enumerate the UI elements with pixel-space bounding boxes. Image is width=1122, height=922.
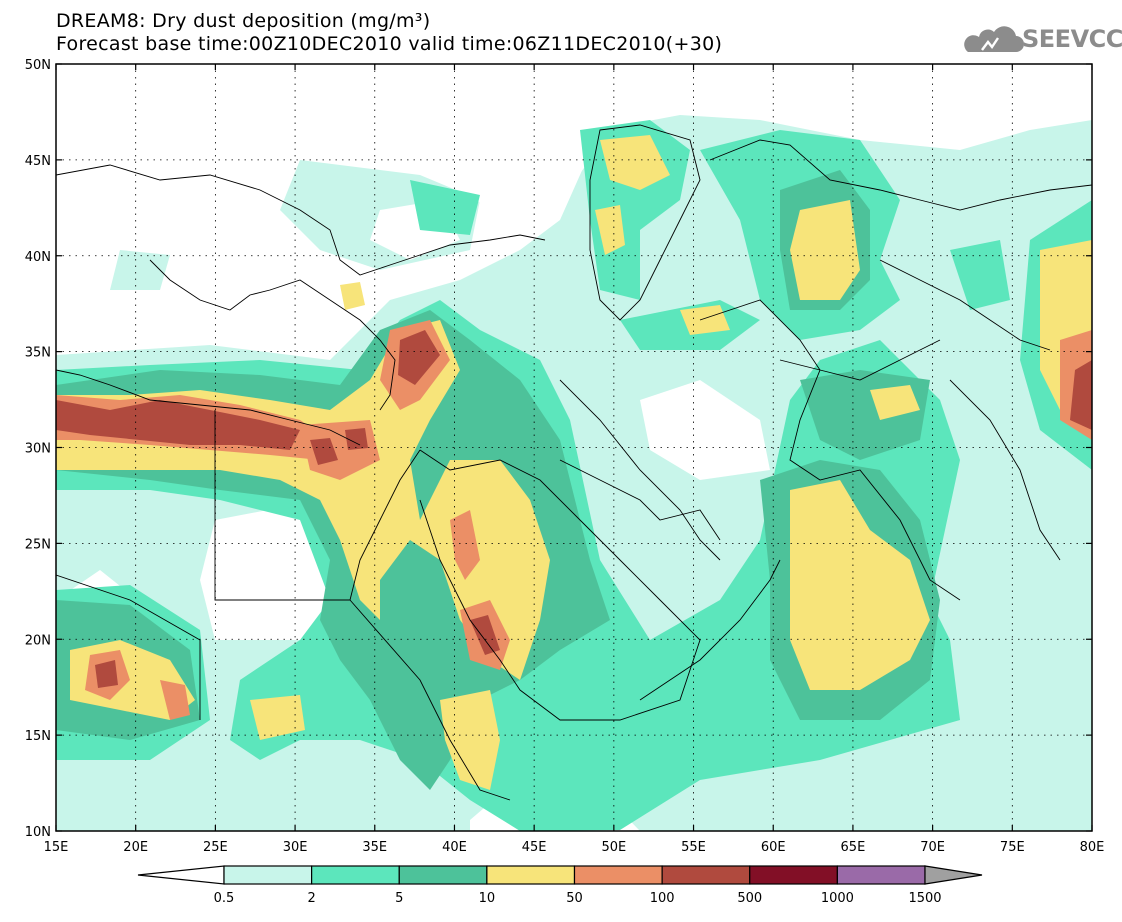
lat-tick-label: 40N <box>25 250 51 265</box>
colorbar-label: 1500 <box>908 891 941 906</box>
lat-tick-label: 35N <box>25 346 51 361</box>
lat-tick-label: 25N <box>25 537 51 552</box>
lon-tick-label: 15E <box>44 840 69 855</box>
lon-tick-label: 75E <box>1000 840 1025 855</box>
lon-tick-label: 80E <box>1080 840 1105 855</box>
colorbar-label: 0.5 <box>214 891 235 906</box>
colorbar-swatch <box>398 865 488 885</box>
map-title: DREAM8: Dry dust deposition (mg/m³) <box>56 10 431 32</box>
colorbar-swatch <box>223 865 313 885</box>
lon-tick-label: 60E <box>761 840 786 855</box>
longitude-labels: 15E 20E 25E 30E 35E 40E 45E 50E 55E 60E 65E 70E 75E 8… <box>44 840 1105 855</box>
colorbar-label: 2 <box>307 891 315 906</box>
lat-tick-label: 30N <box>25 442 51 457</box>
colorbar-swatch <box>573 865 663 885</box>
lon-tick-label: 40E <box>442 840 467 855</box>
lon-tick-label: 65E <box>841 840 866 855</box>
colorbar-high-arrow <box>924 865 983 885</box>
axis-ticks <box>55 63 1093 832</box>
map-area <box>56 64 1092 831</box>
lon-tick-label: 45E <box>522 840 547 855</box>
lat-tick-label: 45N <box>25 154 51 169</box>
lon-tick-label: 35E <box>362 840 387 855</box>
colorbar-swatch <box>486 865 576 885</box>
colorbar-label: 50 <box>566 891 583 906</box>
lon-tick-label: 20E <box>123 840 148 855</box>
colorbar-label: 10 <box>479 891 496 906</box>
lon-tick-label: 50E <box>601 840 626 855</box>
country-borders <box>56 124 1092 801</box>
lon-tick-label: 30E <box>283 840 308 855</box>
color-legend: 0.5 2 5 10 50 100 500 1000 1500 <box>137 865 983 906</box>
colorbar-low-arrow <box>137 865 225 885</box>
forecast-time-subtitle: Forecast base time:00Z10DEC2010 valid ti… <box>56 33 723 55</box>
lon-tick-label: 70E <box>920 840 945 855</box>
lon-tick-label: 55E <box>681 840 706 855</box>
cloud-icon <box>964 26 1024 52</box>
lat-tick-label: 15N <box>25 729 51 744</box>
seevccc-logo: SEEVCCC <box>1022 25 1122 53</box>
dust-level-100 <box>56 330 1092 688</box>
latitude-labels: 10N 15N 20N 25N 30N 35N 40N 45N 50N <box>25 58 51 840</box>
colorbar-label: 5 <box>395 891 403 906</box>
colorbar-swatch <box>661 865 751 885</box>
colorbar-label: 500 <box>737 891 762 906</box>
lat-tick-label: 20N <box>25 633 51 648</box>
lat-tick-label: 50N <box>25 58 51 73</box>
graticule <box>56 64 1092 831</box>
colorbar-label: 1000 <box>821 891 854 906</box>
lon-tick-label: 25E <box>203 840 228 855</box>
colorbar-swatch <box>749 865 838 885</box>
lat-tick-label: 10N <box>25 825 51 840</box>
colorbar-label: 100 <box>650 891 675 906</box>
colorbar-swatch <box>311 865 400 885</box>
colorbar-swatch <box>836 865 926 885</box>
